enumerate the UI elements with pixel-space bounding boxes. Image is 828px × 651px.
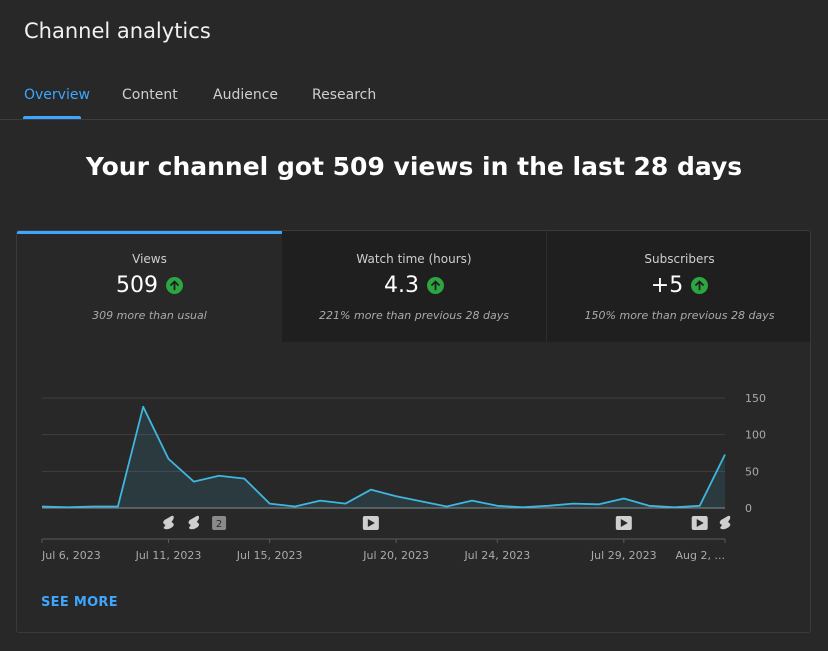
x-tick-label: Jul 15, 2023 — [236, 549, 303, 562]
count-badge — [212, 516, 227, 530]
summary-headline: Your channel got 509 views in the last 2… — [85, 152, 743, 181]
y-tick-label: 100 — [745, 429, 766, 442]
play-glyph — [367, 519, 375, 527]
shorts-icon — [719, 515, 731, 530]
tab-research[interactable]: Research — [312, 87, 377, 103]
page-title: Channel analytics — [24, 19, 211, 43]
x-tick-label: Jul 11, 2023 — [135, 549, 202, 562]
metric-tab-subscribers[interactable]: Subscribers +5 150% more than previous 2… — [546, 231, 810, 342]
arrow-up-icon — [691, 277, 709, 294]
tab-audience[interactable]: Audience — [213, 87, 279, 103]
x-tick-label: Jul 29, 2023 — [590, 549, 657, 562]
views-chart: 0 50 100 150 2 Jul 6, 2023 Jul 11, 2023 Jul 15,… — [41, 392, 766, 562]
metric-label: Watch time (hours) — [356, 252, 472, 266]
active-tab-indicator — [23, 116, 81, 119]
views-series-line — [41, 405, 726, 509]
y-tick-label: 150 — [745, 392, 766, 405]
y-tick-label: 50 — [745, 465, 759, 478]
play-glyph — [620, 519, 628, 527]
metric-value: 4.3 — [384, 273, 419, 298]
metric-label: Views — [132, 252, 167, 266]
tab-bar: Overview Content Audience Research — [0, 74, 828, 120]
x-tick-label: Jul 20, 2023 — [362, 549, 429, 562]
count-badge-label: 2 — [216, 519, 222, 530]
metric-note: 309 more than usual — [92, 309, 207, 322]
metric-note: 221% more than previous 28 days — [319, 309, 509, 322]
shorts-icon — [188, 515, 200, 530]
see-more-link[interactable]: SEE MORE — [41, 595, 118, 610]
tab-content[interactable]: Content — [122, 87, 178, 103]
metric-value: +5 — [650, 273, 684, 298]
x-tick-label: Jul 6, 2023 — [41, 549, 101, 562]
analytics-card: Views 509 309 more than usual Watch time… — [16, 230, 811, 633]
y-tick-label: 0 — [745, 502, 752, 515]
views-area — [42, 406, 725, 508]
metric-value: 509 — [116, 273, 158, 298]
metric-tab-views[interactable]: Views 509 309 more than usual — [17, 231, 282, 342]
arrow-up-icon — [427, 277, 444, 294]
shorts-icon — [163, 515, 174, 530]
metric-tab-watch-time[interactable]: Watch time (hours) 4.3 221% more than pr… — [282, 231, 546, 342]
metric-label: Subscribers — [644, 252, 715, 266]
metric-note: 150% more than previous 28 days — [584, 309, 775, 322]
play-glyph — [696, 519, 704, 527]
tab-overview[interactable]: Overview — [24, 87, 90, 103]
arrow-up-icon — [166, 277, 183, 294]
x-tick-label: Jul 24, 2023 — [463, 549, 530, 562]
x-tick-label: Aug 2, ... — [676, 549, 725, 562]
